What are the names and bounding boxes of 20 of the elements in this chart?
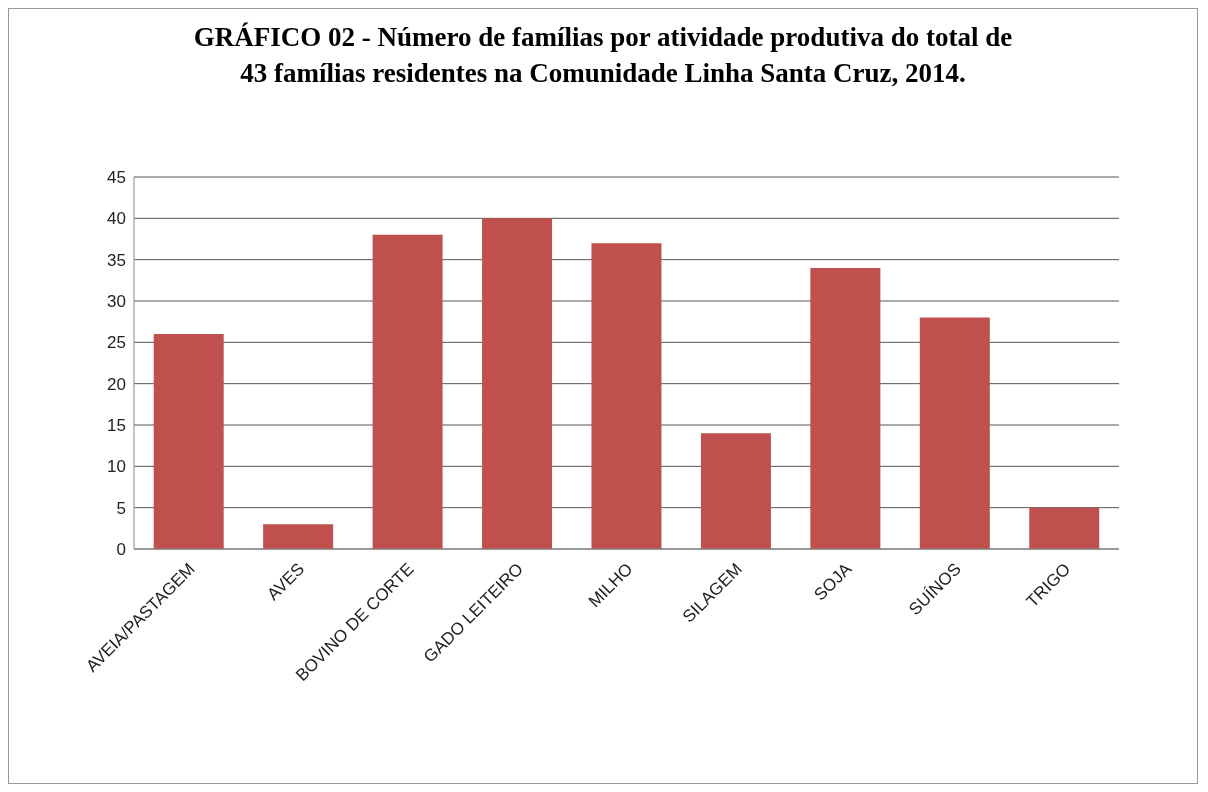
bar (810, 267, 881, 549)
y-tick-label: 15 (107, 416, 126, 436)
bar (919, 317, 990, 549)
y-tick-label: 10 (107, 457, 126, 477)
chart-title: GRÁFICO 02 - Número de famílias por atividade produtiva do total de 43 famílias residentes na Comunidade Linha Santa Cruz, 2014. (193, 21, 1013, 90)
y-tick-label: 5 (116, 498, 126, 518)
bar (1029, 507, 1100, 549)
y-tick-label: 30 (107, 292, 126, 312)
bar (591, 243, 662, 549)
y-tick-label: 20 (107, 374, 126, 394)
y-tick-label: 45 (107, 168, 126, 188)
bar (263, 524, 334, 549)
bar (700, 433, 771, 549)
bar (482, 218, 553, 549)
bar (153, 334, 224, 549)
bar (372, 234, 443, 549)
y-tick-label: 25 (107, 333, 126, 353)
y-tick-label: 35 (107, 250, 126, 270)
y-tick-label: 0 (116, 540, 126, 560)
y-tick-label: 40 (107, 209, 126, 229)
